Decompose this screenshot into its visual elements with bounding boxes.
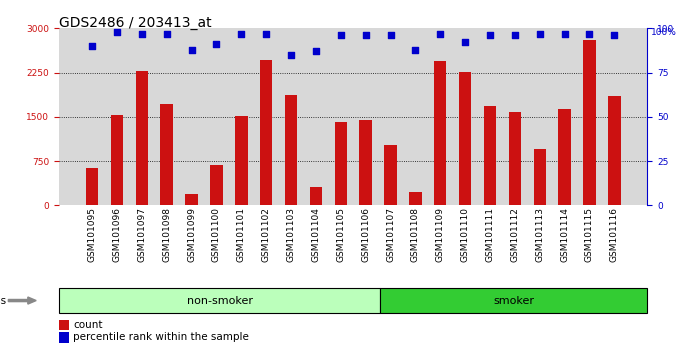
Point: [509, 33, 521, 38]
Point: [584, 31, 595, 36]
Bar: [409, 192, 422, 205]
Bar: [111, 115, 123, 205]
Point: [410, 47, 421, 52]
Bar: [459, 72, 471, 205]
Bar: [509, 112, 521, 205]
Text: smoker: smoker: [493, 296, 534, 306]
Bar: [310, 187, 322, 205]
Point: [484, 33, 496, 38]
Point: [335, 33, 347, 38]
Bar: [285, 95, 297, 205]
Point: [459, 40, 470, 45]
Text: GDS2486 / 203413_at: GDS2486 / 203413_at: [59, 16, 212, 30]
Point: [211, 41, 222, 47]
Point: [385, 33, 396, 38]
Point: [310, 48, 322, 54]
Text: stress: stress: [0, 296, 7, 306]
Point: [360, 33, 371, 38]
Text: 100%: 100%: [651, 28, 677, 37]
Bar: [335, 121, 347, 205]
Text: percentile rank within the sample: percentile rank within the sample: [73, 332, 249, 342]
Point: [186, 47, 197, 52]
Point: [161, 31, 173, 36]
Bar: [583, 40, 596, 205]
Bar: [136, 71, 148, 205]
Bar: [86, 168, 98, 205]
Bar: [235, 116, 248, 205]
Bar: [534, 149, 546, 205]
Bar: [185, 194, 198, 205]
Point: [260, 31, 271, 36]
Bar: [260, 60, 272, 205]
Bar: [384, 145, 397, 205]
Point: [534, 31, 545, 36]
Bar: [161, 104, 173, 205]
Point: [86, 43, 97, 49]
Bar: [484, 106, 496, 205]
Point: [236, 31, 247, 36]
Point: [609, 33, 620, 38]
Point: [136, 31, 148, 36]
Bar: [210, 165, 223, 205]
Text: count: count: [73, 320, 102, 330]
Bar: [434, 61, 446, 205]
Point: [559, 31, 570, 36]
Bar: [359, 120, 372, 205]
Point: [285, 52, 296, 58]
Bar: [608, 96, 621, 205]
Point: [111, 29, 122, 35]
Text: non-smoker: non-smoker: [187, 296, 253, 306]
Point: [435, 31, 446, 36]
Bar: [558, 109, 571, 205]
